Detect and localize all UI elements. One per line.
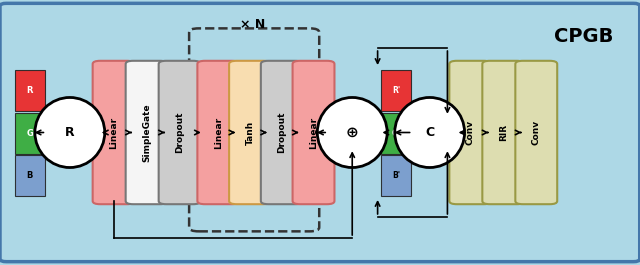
FancyBboxPatch shape [292,61,335,204]
Text: × N: × N [240,18,265,31]
Text: R: R [65,126,75,139]
FancyBboxPatch shape [15,70,45,111]
Ellipse shape [395,98,465,167]
Text: Dropout: Dropout [175,112,184,153]
FancyBboxPatch shape [381,70,412,111]
Text: Conv: Conv [466,120,475,145]
Text: R': R' [392,86,400,95]
Text: CPGB: CPGB [554,27,614,46]
Text: R: R [27,86,33,95]
Text: RIR: RIR [499,124,508,141]
FancyBboxPatch shape [15,155,45,196]
FancyBboxPatch shape [197,61,239,204]
FancyBboxPatch shape [229,61,271,204]
Text: ⊕: ⊕ [346,125,358,140]
Text: Dropout: Dropout [277,112,286,153]
FancyBboxPatch shape [381,155,412,196]
FancyBboxPatch shape [0,3,640,262]
Text: Linear: Linear [214,116,223,149]
Ellipse shape [317,98,387,167]
FancyBboxPatch shape [93,61,134,204]
Text: C: C [425,126,434,139]
Text: G': G' [392,129,401,138]
FancyBboxPatch shape [15,113,45,154]
FancyBboxPatch shape [381,113,412,154]
FancyBboxPatch shape [159,61,200,204]
Text: Linear: Linear [109,116,118,149]
FancyBboxPatch shape [515,61,557,204]
Text: Linear: Linear [309,116,318,149]
Ellipse shape [35,98,105,167]
Text: B: B [27,171,33,180]
FancyBboxPatch shape [261,61,303,204]
FancyBboxPatch shape [125,61,168,204]
Text: Conv: Conv [532,120,541,145]
Text: SimpleGate: SimpleGate [142,103,151,162]
Text: B': B' [392,171,400,180]
FancyBboxPatch shape [449,61,492,204]
FancyBboxPatch shape [483,61,524,204]
Text: Tanh: Tanh [246,120,255,145]
Text: G: G [26,129,33,138]
